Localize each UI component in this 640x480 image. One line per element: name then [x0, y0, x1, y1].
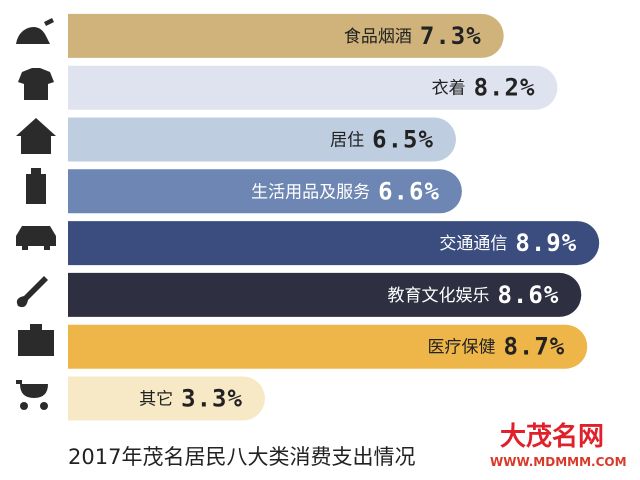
category-label: 交通通信: [439, 234, 507, 254]
category-label: 教育文化娱乐: [387, 286, 489, 306]
category-label: 其它: [139, 390, 173, 410]
icon-house: [16, 118, 56, 154]
watermark-url: WWW.MDMMM.COM: [490, 455, 627, 469]
category-label: 居住: [330, 131, 364, 151]
value-label: 3.3%: [181, 385, 243, 413]
value-label: 8.6%: [497, 281, 559, 309]
bar-label: 居住 6.5%: [330, 126, 434, 154]
category-label: 衣着: [432, 79, 466, 99]
watermark-name: 大茂名网: [500, 421, 604, 452]
bar-label: 食品烟酒 7.3%: [344, 22, 482, 50]
category-label: 医疗保健: [427, 338, 495, 358]
bar: [68, 13, 504, 58]
bar-label: 生活用品及服务 6.6%: [251, 177, 440, 205]
category-label: 食品烟酒: [344, 27, 412, 47]
bar: [68, 221, 600, 266]
bar-label: 教育文化娱乐 8.6%: [387, 281, 559, 309]
bar: [68, 376, 265, 421]
bar-label: 衣着 8.2%: [432, 74, 536, 102]
value-label: 8.7%: [503, 333, 565, 361]
value-label: 6.6%: [378, 177, 440, 205]
value-label: 8.2%: [474, 74, 536, 102]
icons: [16, 18, 56, 410]
bar: [68, 324, 588, 369]
icon-medical: [18, 324, 54, 356]
icon-guitar: [16, 276, 48, 308]
bar: [68, 117, 456, 162]
icon-food: [16, 18, 54, 44]
bar: [68, 169, 462, 214]
bar-label: 交通通信 8.9%: [439, 229, 577, 257]
value-label: 6.5%: [372, 126, 434, 154]
icon-clothes: [18, 68, 54, 100]
icon-bag: [26, 168, 46, 204]
value-label: 8.9%: [515, 229, 577, 257]
icon-stroller: [16, 380, 48, 398]
bar: [68, 65, 558, 110]
icon-wheel: [20, 402, 28, 410]
bar-label: 医疗保健 8.7%: [427, 333, 565, 361]
icon-car: [16, 226, 56, 250]
value-label: 7.3%: [420, 22, 482, 50]
chart-title: 2017年茂名居民八大类消费支出情况: [68, 445, 415, 469]
bar-label: 其它 3.3%: [139, 385, 243, 413]
icon-wheel: [40, 402, 48, 410]
bar: [68, 272, 582, 317]
category-label: 生活用品及服务: [251, 182, 370, 202]
